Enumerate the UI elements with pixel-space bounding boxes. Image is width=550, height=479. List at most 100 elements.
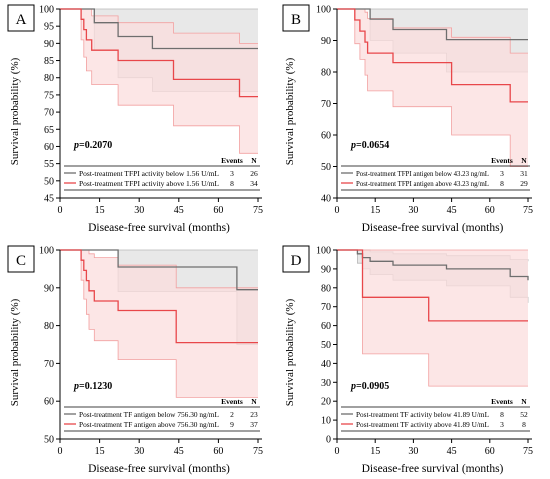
x-tick-label: 15 xyxy=(95,446,105,457)
y-tick-label: 50 xyxy=(321,162,331,173)
legend-events: 8 xyxy=(230,179,234,188)
legend-n: 26 xyxy=(250,169,258,178)
legend-n: 52 xyxy=(520,410,528,419)
y-tick-label: 55 xyxy=(44,159,54,170)
x-tick-label: 15 xyxy=(95,205,105,216)
y-tick-label: 40 xyxy=(321,194,331,205)
survival-line-grey xyxy=(60,249,258,291)
panel-d: D 0 10 20 30 40 50 60 70 80 90 100 0 15 30 45 60 75 Diseas… xyxy=(282,245,533,475)
y-tick-label: 60 xyxy=(44,397,54,408)
ci-lower-red xyxy=(337,8,528,167)
legend-header-events: Events xyxy=(491,397,513,406)
x-tick-label: 0 xyxy=(335,205,340,216)
legend-events: 3 xyxy=(500,169,504,178)
y-axis-label: Survival probability (%) xyxy=(284,298,296,406)
x-tick-label: 15 xyxy=(370,205,380,216)
x-axis-label: Disease-free survival (months) xyxy=(362,463,504,475)
y-tick-label: 100 xyxy=(39,5,54,16)
panel-letter: B xyxy=(291,12,301,28)
y-tick-label: 90 xyxy=(321,264,331,275)
y-tick-label: 45 xyxy=(44,194,54,205)
panel-letter: A xyxy=(16,12,27,28)
y-tick-label: 75 xyxy=(44,90,54,101)
legend-header-n: N xyxy=(251,156,257,165)
panel-letter-box xyxy=(282,4,310,32)
p-value: p=0.0905 xyxy=(350,381,389,392)
y-tick-label: 95 xyxy=(44,22,54,33)
survival-line-red xyxy=(60,249,258,344)
y-tick-label: 10 xyxy=(321,416,331,427)
y-tick-label: 60 xyxy=(321,131,331,142)
survival-line-red xyxy=(60,8,258,98)
y-axis-label: Survival probability (%) xyxy=(284,57,296,165)
panel-letter: C xyxy=(16,253,26,269)
y-tick-label: 70 xyxy=(44,108,54,119)
x-tick-label: 45 xyxy=(174,446,184,457)
ci-band-red xyxy=(60,9,258,154)
x-tick-label: 60 xyxy=(485,446,495,457)
y-tick-label: 20 xyxy=(321,397,331,408)
panel-letter-box xyxy=(7,245,35,273)
x-tick-label: 45 xyxy=(174,205,184,216)
y-tick-label: 80 xyxy=(44,73,54,84)
x-tick-label: 0 xyxy=(335,446,340,457)
y-axis-label: Survival probability (%) xyxy=(9,298,21,406)
y-tick-label: 80 xyxy=(321,283,331,294)
legend-label: Post-treatment TFPI activity above 1.56 … xyxy=(79,179,219,188)
y-tick-label: 80 xyxy=(44,321,54,332)
x-tick-label: 45 xyxy=(447,205,457,216)
legend-header-events: Events xyxy=(221,156,243,165)
panel-letter-box xyxy=(7,4,35,32)
x-tick-label: 60 xyxy=(213,446,223,457)
ci-band-red xyxy=(337,250,528,387)
y-tick-label: 90 xyxy=(44,283,54,294)
legend-header-n: N xyxy=(521,397,527,406)
legend-events: 3 xyxy=(500,420,504,429)
y-tick-label: 80 xyxy=(321,68,331,79)
survival-line-grey xyxy=(337,8,528,41)
y-tick-label: 50 xyxy=(44,176,54,187)
panel-a: A 45 50 55 60 65 70 75 80 85 90 95 100 0 15 30 45 60 75 Dis… xyxy=(7,4,263,234)
x-tick-label: 15 xyxy=(370,446,380,457)
y-tick-label: 70 xyxy=(44,359,54,370)
panel-letter: D xyxy=(291,253,302,269)
legend-n: 37 xyxy=(250,420,258,429)
ci-band-grey xyxy=(60,250,258,345)
y-tick-label: 100 xyxy=(39,246,54,257)
survival-line-grey xyxy=(337,249,529,281)
y-tick-label: 50 xyxy=(321,340,331,351)
legend-label: Post-treatment TF antigen below 756.30 n… xyxy=(79,410,219,419)
panel-b: B 40 50 60 70 80 90 100 0 15 30 45 60 75 Disease-free … xyxy=(282,4,533,234)
x-tick-label: 30 xyxy=(408,446,418,457)
legend-events: 3 xyxy=(230,169,234,178)
legend-label: Post-treatment TF antigen above 756.30 n… xyxy=(79,420,219,429)
survival-line-red xyxy=(337,249,528,322)
survival-line-red xyxy=(337,8,528,103)
ci-band-red xyxy=(60,250,258,398)
legend-n: 29 xyxy=(520,179,528,188)
legend-n: 34 xyxy=(250,179,258,188)
survival-line-grey xyxy=(60,8,258,50)
legend-header-n: N xyxy=(521,156,527,165)
x-tick-label: 0 xyxy=(58,205,63,216)
y-tick-label: 65 xyxy=(44,125,54,136)
legend-label: Post-treatment TFPI antigen above 43.23 … xyxy=(356,179,489,188)
x-tick-label: 30 xyxy=(134,446,144,457)
p-value: p=0.1230 xyxy=(73,381,112,392)
y-tick-label: 30 xyxy=(321,378,331,389)
x-tick-label: 30 xyxy=(134,205,144,216)
x-axis-label: Disease-free survival (months) xyxy=(88,463,230,475)
y-tick-label: 85 xyxy=(44,56,54,67)
p-value: p=0.2070 xyxy=(73,140,112,151)
legend-label: Post-treatment TFPI antigen below 43.23 … xyxy=(356,169,489,178)
legend-header-n: N xyxy=(251,397,257,406)
y-tick-label: 90 xyxy=(44,39,54,50)
legend-header-events: Events xyxy=(221,397,243,406)
y-tick-label: 70 xyxy=(321,99,331,110)
panel-letter-box xyxy=(282,245,310,273)
legend-events: 8 xyxy=(500,410,504,419)
x-tick-label: 60 xyxy=(213,205,223,216)
x-tick-label: 0 xyxy=(58,446,63,457)
x-tick-label: 75 xyxy=(523,446,533,457)
